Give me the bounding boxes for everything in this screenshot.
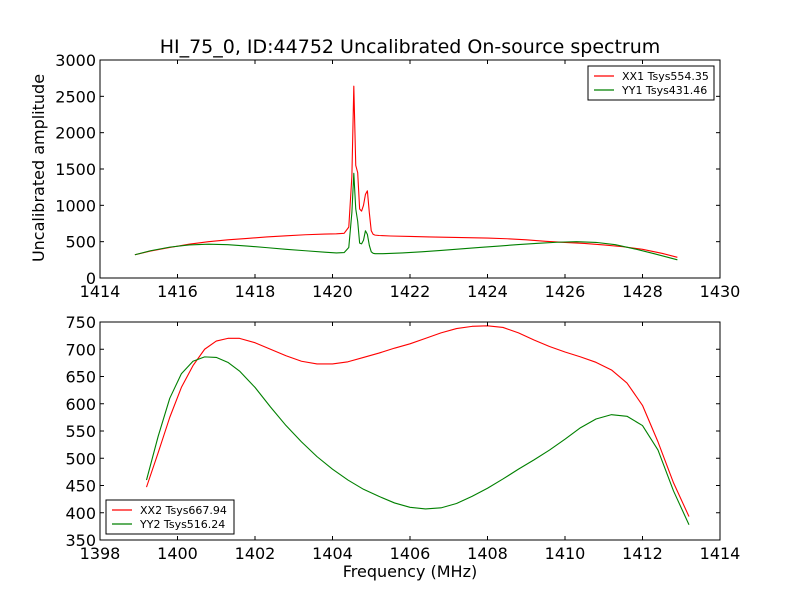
bottom-legend-label-1: XX2 Tsys667.94 <box>140 504 227 517</box>
bottom-y-tick-label: 650 <box>65 368 96 387</box>
top-x-tick-label: 1430 <box>700 282 741 301</box>
top-plot-lines <box>134 85 678 261</box>
bottom-y-tick-label: 450 <box>65 477 96 496</box>
top-y-tick-label: 0 <box>86 269 96 288</box>
bottom-y-tick-label: 750 <box>65 313 96 332</box>
top-legend-label-1: XX1 Tsys554.35 <box>622 70 709 83</box>
top-axis-ticks: 1414 1416 1418 1420 1422 1424 1426 1428 1430 0 500… <box>55 51 740 301</box>
top-x-tick-label: 1418 <box>235 282 276 301</box>
top-x-tick-label: 1416 <box>157 282 198 301</box>
bottom-x-tick-label: 1402 <box>235 544 276 563</box>
bottom-axis-ticks: 1398 1400 1402 1404 1406 1408 1410 1412 1414 350 4… <box>65 313 740 563</box>
top-panel: HI_75_0, ID:44752 Uncalibrated On-source… <box>29 36 740 301</box>
top-x-tick-label: 1414 <box>80 282 121 301</box>
top-plot-frame <box>99 59 721 279</box>
bottom-y-tick-label: 500 <box>65 449 96 468</box>
bottom-y-tick-label: 600 <box>65 395 96 414</box>
top-y-tick-label: 2500 <box>55 87 96 106</box>
bottom-series-line-1 <box>145 325 690 517</box>
top-legend-label-2: YY1 Tsys431.46 <box>621 84 707 97</box>
top-x-tick-label: 1420 <box>312 282 353 301</box>
bottom-x-tick-label: 1406 <box>390 544 431 563</box>
bottom-y-tick-label: 550 <box>65 422 96 441</box>
top-y-tick-label: 3000 <box>55 51 96 70</box>
bottom-x-tick-label: 1404 <box>312 544 353 563</box>
bottom-legend-box <box>105 499 235 535</box>
bottom-x-tick-label: 1408 <box>467 544 508 563</box>
bottom-x-tick-label: 1400 <box>157 544 198 563</box>
top-series-line-2 <box>134 172 678 261</box>
top-legend-box <box>587 65 715 101</box>
bottom-y-tick-label: 700 <box>65 340 96 359</box>
top-y-tick-label: 500 <box>65 233 96 252</box>
top-y-tick-label: 1500 <box>55 160 96 179</box>
bottom-series-line-2 <box>145 356 690 525</box>
bottom-y-tick-label: 400 <box>65 504 96 523</box>
bottom-x-axis-label: Frequency (MHz) <box>343 562 477 581</box>
bottom-y-tick-label: 350 <box>65 531 96 550</box>
bottom-plot-frame <box>99 321 721 541</box>
bottom-x-tick-label: 1414 <box>700 544 741 563</box>
top-series-line-1 <box>134 85 678 258</box>
top-x-tick-label: 1424 <box>467 282 508 301</box>
bottom-x-tick-label: 1410 <box>545 544 586 563</box>
bottom-x-tick-label: 1412 <box>622 544 663 563</box>
top-y-axis-label: Uncalibrated amplitude <box>29 74 48 262</box>
top-chart-title: HI_75_0, ID:44752 Uncalibrated On-source… <box>160 36 661 58</box>
top-x-tick-label: 1428 <box>622 282 663 301</box>
bottom-x-tick-label: 1398 <box>80 544 121 563</box>
bottom-legend-label-2: YY2 Tsys516.24 <box>139 518 225 531</box>
top-y-tick-label: 2000 <box>55 124 96 143</box>
bottom-plot-lines <box>145 325 690 525</box>
top-y-tick-label: 1000 <box>55 196 96 215</box>
bottom-panel: 1398 1400 1402 1404 1406 1408 1410 1412 1414 350 4… <box>65 313 740 581</box>
top-x-tick-label: 1422 <box>390 282 431 301</box>
top-x-tick-label: 1426 <box>545 282 586 301</box>
